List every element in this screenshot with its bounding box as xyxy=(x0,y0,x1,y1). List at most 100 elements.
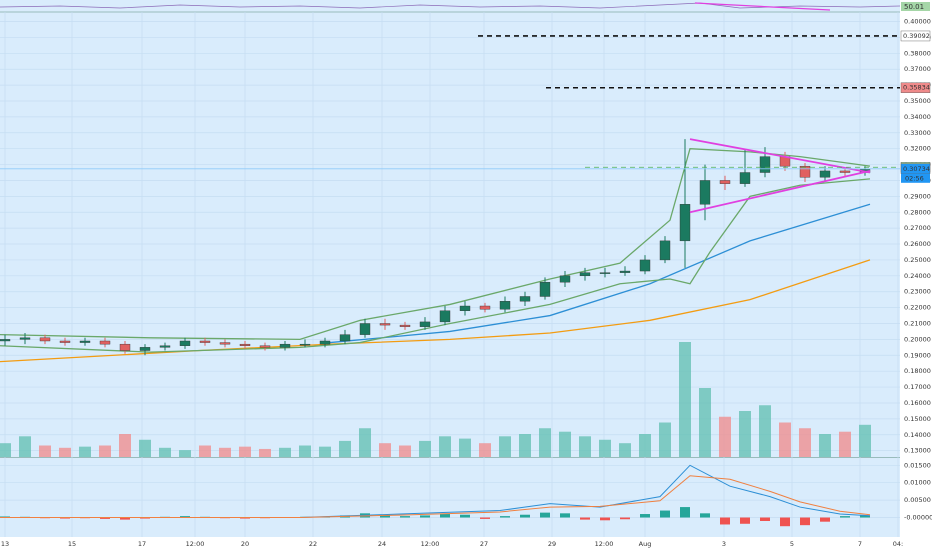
countdown-box xyxy=(901,173,930,183)
volume-bar xyxy=(539,428,551,457)
candle-body xyxy=(699,180,711,205)
rsi-trendline xyxy=(694,2,831,11)
volume-bar xyxy=(519,434,531,457)
volume-bar xyxy=(619,443,631,457)
volume-bar xyxy=(119,434,131,457)
rsi-box xyxy=(901,2,930,11)
rsi-line xyxy=(0,2,901,9)
y-tick-label: 0.19000 xyxy=(904,351,931,359)
macd-histogram-bar xyxy=(240,517,250,519)
volume-bar xyxy=(739,411,751,457)
macd-histogram-bar xyxy=(540,512,550,518)
price-label: 0.39092 xyxy=(903,32,930,40)
y-tick-label: 0.01500 xyxy=(904,461,931,469)
y-tick-label: 0.27000 xyxy=(904,224,931,232)
macd-histogram-bar xyxy=(740,517,750,524)
candle-body xyxy=(59,340,71,343)
macd-histogram-bar xyxy=(60,517,70,519)
candle-body xyxy=(219,342,231,345)
candle-body xyxy=(359,323,371,335)
volume-bar xyxy=(299,445,311,457)
volume-bar xyxy=(599,439,611,457)
macd-histogram-bar xyxy=(560,513,570,518)
volume-bar xyxy=(839,431,851,457)
x-tick-label: 3 xyxy=(722,540,726,548)
volume-bar xyxy=(319,446,331,457)
candle-body xyxy=(799,165,811,178)
candle-body xyxy=(839,170,851,173)
volume-bar xyxy=(379,443,391,457)
x-tick-label: 12:00 xyxy=(595,540,614,548)
candle-body xyxy=(439,310,451,323)
candle-body xyxy=(39,337,51,342)
candle-body xyxy=(259,345,271,348)
macd-histogram-bar xyxy=(860,515,870,518)
volume-bar xyxy=(719,416,731,457)
y-tick-label: -0.00000 xyxy=(904,514,932,522)
x-tick-label: 7 xyxy=(858,540,862,548)
candle-body xyxy=(459,305,471,311)
y-tick-label: 0.18000 xyxy=(904,367,931,375)
y-tick-label: 0.14000 xyxy=(904,431,931,439)
macd-histogram-bar xyxy=(720,517,730,525)
volume-bar xyxy=(39,445,51,457)
y-tick-label: 0.37000 xyxy=(904,65,931,73)
volume-bar xyxy=(99,445,111,457)
y-tick-label: 0.34000 xyxy=(904,113,931,121)
x-tick-label: Aug xyxy=(639,540,652,548)
volume-bar xyxy=(419,440,431,457)
macd-histogram-bar xyxy=(640,514,650,518)
macd-histogram-bar xyxy=(440,514,450,518)
x-tick-label: 22 xyxy=(309,540,317,548)
macd-histogram-bar xyxy=(680,507,690,518)
y-tick-label: 0.38000 xyxy=(904,49,931,57)
candle-body xyxy=(659,240,671,261)
volume-bar xyxy=(699,388,711,457)
volume-bar xyxy=(339,440,351,457)
price-label: 0.30734 xyxy=(903,165,930,173)
x-tick-label: 27 xyxy=(480,540,488,548)
candle-body xyxy=(599,272,611,274)
volume-bar xyxy=(19,436,31,457)
y-tick-label: 0.28000 xyxy=(904,208,931,216)
candle-body xyxy=(419,321,431,327)
candle-body xyxy=(499,301,511,310)
candle-body xyxy=(579,272,591,277)
volume-bar xyxy=(179,450,191,457)
volume-bar xyxy=(559,431,571,457)
candle-body xyxy=(239,343,251,346)
candle-body xyxy=(739,172,751,184)
volume-bar xyxy=(79,446,91,457)
volume-bar xyxy=(499,436,511,457)
candle-body xyxy=(299,343,311,346)
x-tick-label: 20 xyxy=(241,540,249,548)
macd-histogram-bar xyxy=(0,516,10,518)
macd-histogram-bar xyxy=(580,517,590,520)
price-label-box xyxy=(900,30,931,42)
volume-bar xyxy=(159,447,171,457)
macd-histogram-bar xyxy=(420,515,430,518)
candle-body xyxy=(379,323,391,326)
volume-bar xyxy=(239,446,251,457)
indicator-line xyxy=(0,178,871,353)
rsi-value: 50.01 xyxy=(904,3,924,11)
indicator-line xyxy=(329,203,871,344)
x-tick-label: 15 xyxy=(68,540,76,548)
macd-histogram-bar xyxy=(460,514,470,518)
y-tick-label: 0.26000 xyxy=(904,240,931,248)
y-tick-label: 0.33000 xyxy=(904,129,931,137)
volume-bar xyxy=(259,448,271,457)
volume-bar xyxy=(459,438,471,457)
volume-bar xyxy=(479,443,491,457)
candle-body xyxy=(679,204,691,242)
price-label: 0.35834 xyxy=(903,84,930,92)
y-tick-label: 0.23000 xyxy=(904,288,931,296)
x-tick-label: 04: xyxy=(893,540,903,548)
macd-histogram-bar xyxy=(660,510,670,518)
y-tick-label: 0.00500 xyxy=(904,496,931,504)
macd-histogram-bar xyxy=(520,514,530,518)
macd-histogram-bar xyxy=(500,516,510,518)
candle-body xyxy=(479,305,491,310)
volume-bar xyxy=(439,436,451,457)
